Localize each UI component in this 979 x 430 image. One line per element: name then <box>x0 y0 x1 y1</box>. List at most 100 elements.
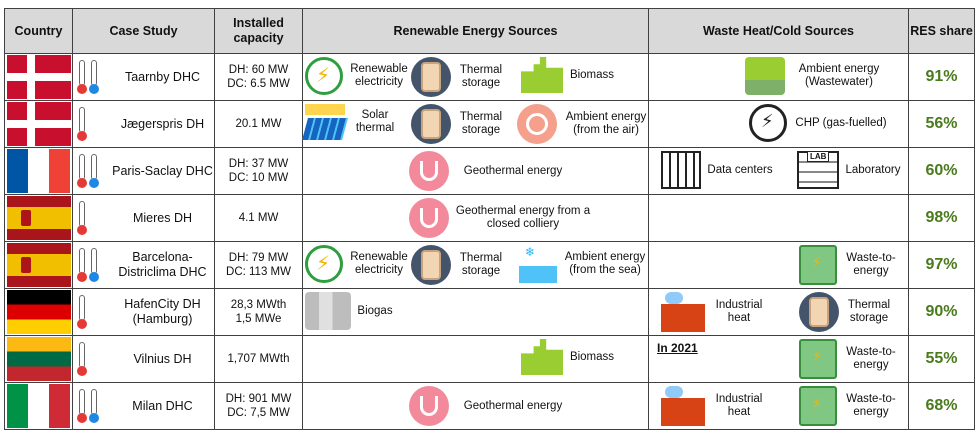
table-row: Barcelona-Districlima DHC DH: 79 MW DC: 1… <box>4 241 975 289</box>
wastewater-icon <box>745 57 785 95</box>
denmark-flag-icon <box>6 55 71 99</box>
res-share: 90% <box>908 288 975 336</box>
header-country: Country <box>4 8 73 54</box>
geothermal-icon <box>409 386 449 426</box>
factory-icon <box>661 386 705 426</box>
lithuania-flag-icon <box>6 337 71 381</box>
res-share: 55% <box>908 335 975 383</box>
capacity-line: DC: 7,5 MW <box>227 407 290 419</box>
thermometer-hot-icon <box>77 201 87 235</box>
waste-bin-icon <box>799 245 837 285</box>
capacity-line: 1,5 MWe <box>235 313 282 325</box>
thermometer-hot-icon <box>77 107 87 141</box>
renewable-electricity-icon <box>305 57 343 95</box>
res-share: 91% <box>908 53 975 101</box>
source-label: Biomass <box>569 68 615 81</box>
res-share: 98% <box>908 194 975 242</box>
capacity-line: 28,3 MWth <box>230 299 287 311</box>
thermometer-hot-icon <box>77 60 87 94</box>
source-label: Waste-to-energy <box>846 252 896 277</box>
source-label: Geothermal energy from a closed colliery <box>455 205 591 230</box>
source-label: Geothermal energy <box>463 399 563 412</box>
chp-icon <box>749 104 787 142</box>
capacity-line: DH: 901 MW <box>225 393 292 405</box>
table-row: Mieres DH 4.1 MW Geothermal energy from … <box>4 194 975 242</box>
geothermal-icon <box>409 151 449 191</box>
france-flag-icon <box>6 149 71 193</box>
spain-flag-icon <box>6 243 71 287</box>
case-name: Milan DHC <box>132 398 193 413</box>
source-label: Thermal storage <box>847 299 891 324</box>
thermometer-hot-icon <box>77 248 87 282</box>
solar-thermal-icon <box>305 104 345 140</box>
laboratory-icon: LAB <box>797 151 839 189</box>
source-label: Biogas <box>357 304 393 317</box>
thermometer-cold-icon <box>89 154 99 188</box>
source-label: Ambient energy (Wastewater) <box>798 63 880 88</box>
table-row: HafenCity DH (Hamburg) 28,3 MWth 1,5 MWe … <box>4 288 975 336</box>
thermometer-hot-icon <box>77 295 87 329</box>
waste-bin-icon <box>799 339 837 379</box>
case-name: HafenCity DH (Hamburg) <box>124 297 201 326</box>
thermometer-hot-icon <box>77 342 87 376</box>
res-share: 68% <box>908 382 975 430</box>
header-res-share: RES share <box>908 8 975 54</box>
case-name: Jægerspris DH <box>120 116 205 131</box>
case-name: Barcelona-Districlima DHC <box>118 250 207 279</box>
biomass-icon <box>521 57 563 93</box>
case-study-table: Country Case Study Installed capacity Re… <box>4 8 975 430</box>
source-label: Laboratory <box>845 163 901 176</box>
table-row: Taarnby DHC DH: 60 MW DC: 6.5 MW Renewabl… <box>4 53 975 101</box>
thermal-storage-icon <box>411 57 451 97</box>
source-label: Thermal storage <box>459 111 503 136</box>
thermometer-hot-icon <box>77 154 87 188</box>
source-label: Thermal storage <box>459 64 503 89</box>
case-name: Vilnius DH <box>133 351 192 366</box>
source-label: Waste-to-energy <box>846 346 896 371</box>
res-share: 60% <box>908 147 975 195</box>
case-name: Taarnby DHC <box>124 69 201 84</box>
factory-icon <box>661 292 705 332</box>
biomass-icon <box>521 339 563 375</box>
case-name: Mieres DH <box>132 210 193 225</box>
capacity-line: DC: 6.5 MW <box>227 78 290 90</box>
source-label: Renewable electricity <box>350 63 408 88</box>
capacity-line: 4.1 MW <box>238 212 279 224</box>
thermometer-cold-icon <box>89 248 99 282</box>
res-share: 97% <box>908 241 975 289</box>
biogas-icon <box>305 292 351 330</box>
laboratory-sign: LAB <box>807 151 830 162</box>
table-row: Jægerspris DH 20.1 MW Solar thermal Ther… <box>4 100 975 148</box>
source-label: Ambient energy (from the air) <box>565 111 647 136</box>
renewable-electricity-icon <box>305 245 343 283</box>
header-row: Country Case Study Installed capacity Re… <box>4 8 975 54</box>
header-case-study: Case Study <box>72 8 215 54</box>
source-label: CHP (gas-fuelled) <box>795 116 887 129</box>
source-label: Waste-to-energy <box>846 393 896 418</box>
thermometer-cold-icon <box>89 60 99 94</box>
source-label: Ambient energy (from the sea) <box>564 251 646 276</box>
thermal-storage-icon <box>799 292 839 332</box>
germany-flag-icon <box>6 290 71 334</box>
header-renewable: Renewable Energy Sources <box>302 8 649 54</box>
capacity-line: DH: 60 MW <box>228 64 289 76</box>
capacity-line: DH: 79 MW <box>228 252 289 264</box>
header-waste: Waste Heat/Cold Sources <box>648 8 909 54</box>
thermal-storage-icon <box>411 245 451 285</box>
year-note: In 2021 <box>657 341 698 355</box>
denmark-flag-icon <box>6 102 71 146</box>
source-label: Renewable electricity <box>350 251 408 276</box>
source-label: Thermal storage <box>459 252 503 277</box>
thermometer-hot-icon <box>77 389 87 423</box>
spain-flag-icon <box>6 196 71 240</box>
res-share: 56% <box>908 100 975 148</box>
source-label: Data centers <box>707 163 773 176</box>
italy-flag-icon <box>6 384 71 428</box>
sea-icon <box>519 245 557 283</box>
table-row: Milan DHC DH: 901 MW DC: 7,5 MW Geotherma… <box>4 382 975 430</box>
thermal-storage-icon <box>411 104 451 144</box>
fan-icon <box>517 104 557 144</box>
case-name: Paris-Saclay DHC <box>112 163 213 178</box>
waste-bin-icon <box>799 386 837 426</box>
capacity-line: 1,707 MWth <box>227 353 290 365</box>
